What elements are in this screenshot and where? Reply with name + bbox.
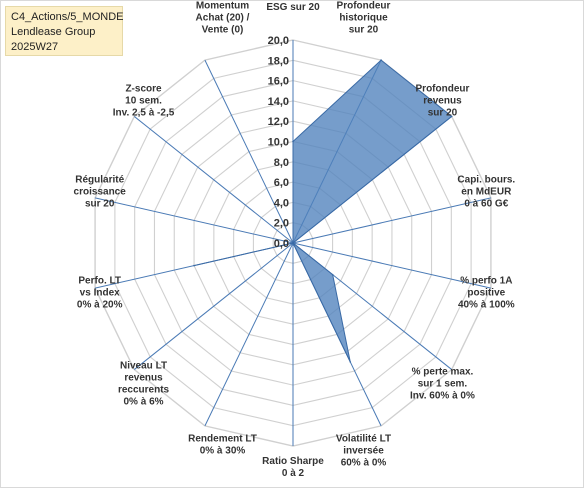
data-point-2 <box>450 115 453 118</box>
axis-label-5: % perte max. sur 1 sem. Inv. 60% à 0% <box>410 367 475 402</box>
axis-label-10-line-0: Perfo. LT <box>78 276 121 287</box>
axis-label-13-line-1: Achat (20) / <box>196 12 250 23</box>
tick-label-3: 6,0 <box>274 177 289 189</box>
spoke-9 <box>133 242 294 370</box>
axis-label-6: Volatilité LT inversée 60% à 0% <box>336 434 391 469</box>
axis-label-5-line-0: % perte max. <box>412 367 474 378</box>
axis-label-12-line-0: Z-score <box>125 83 162 94</box>
axis-label-4-line-0: % perfo 1A <box>460 276 512 287</box>
axis-label-3: Capi. bours. en MdEUR 0 à 60 G€ <box>457 174 515 209</box>
data-point-5 <box>331 273 334 276</box>
axis-label-10: Perfo. LT vs Index 0% à 20% <box>77 276 123 311</box>
data-point-13 <box>292 242 294 244</box>
axis-label-8-line-1: 0% à 30% <box>200 446 246 457</box>
axis-label-13-line-2: Vente (0) <box>202 24 244 35</box>
data-point-10 <box>193 264 195 267</box>
spoke-8 <box>204 242 294 427</box>
axis-label-0-line-1: ESG sur 20 <box>266 2 320 13</box>
axis-label-13: Momentum Achat (20) / Vente (0) <box>196 1 250 35</box>
axis-label-11-line-2: sur 20 <box>85 198 115 209</box>
tick-label-9: 18,0 <box>268 55 289 67</box>
axis-label-9-line-3: 0% à 6% <box>124 397 164 408</box>
axis-label-6-line-0: Volatilité LT <box>336 434 391 445</box>
spoke-13 <box>204 59 294 244</box>
spoke-4 <box>292 242 492 289</box>
tick-label-1: 2,0 <box>274 218 289 230</box>
axis-label-5-line-2: Inv. 60% à 0% <box>410 391 475 402</box>
axis-label-2-line-0: Profondeur <box>416 83 470 94</box>
tick-label-10: 20,0 <box>268 35 289 47</box>
data-point-6 <box>349 361 352 363</box>
axis-label-1-line-0: Profondeur <box>337 1 391 11</box>
title-line-3: 2025W27 <box>11 41 59 53</box>
axis-label-3-line-1: en MdEUR <box>461 186 512 197</box>
data-point-0 <box>292 140 294 143</box>
title-line-2: Lendlease Group <box>11 26 96 38</box>
axis-label-4-line-2: 40% à 100% <box>458 300 515 311</box>
axis-label-11: Régularité croissance sur 20 <box>74 174 127 209</box>
axis-label-9-line-1: revenus <box>124 373 163 384</box>
axis-label-7: Ratio Sharpe 0 à 2 <box>262 456 324 479</box>
data-point-1 <box>380 59 382 61</box>
axis-label-1-line-1: historique <box>339 12 388 23</box>
data-area <box>193 59 453 363</box>
spoke-12 <box>133 116 294 244</box>
axis-label-12-line-1: 10 sem. <box>125 95 162 106</box>
axis-label-7-line-1: 0 à 2 <box>282 468 305 479</box>
axis-label-9-line-0: Niveau LT <box>120 361 167 372</box>
tick-label-4: 8,0 <box>274 157 289 169</box>
axis-label-10-line-1: vs Index <box>80 288 120 299</box>
title-line-1: C4_Actions/5_MONDE <box>11 11 124 23</box>
axis-label-9: Niveau LT revenus reccurents 0% à 6% <box>118 361 170 408</box>
axis-label-11-line-1: croissance <box>74 186 127 197</box>
spoke-11 <box>94 197 294 244</box>
axis-label-1: Profondeur historique sur 20 <box>337 1 391 35</box>
axis-label-5-line-1: sur 1 sem. <box>418 379 468 390</box>
axis-label-0: NoteESG sur 20 <box>266 1 320 13</box>
axis-label-12-line-2: Inv. 2,5 à -2,5 <box>113 107 175 118</box>
tick-label-5: 10,0 <box>268 137 289 149</box>
axis-label-1-line-2: sur 20 <box>349 24 379 35</box>
axis-label-13-line-0: Momentum <box>196 1 249 11</box>
tick-label-8: 16,0 <box>268 76 289 88</box>
tick-label-7: 14,0 <box>268 96 289 108</box>
axis-label-11-line-0: Régularité <box>75 174 124 185</box>
axis-label-4: % perfo 1A positive 40% à 100% <box>458 276 515 311</box>
axis-label-3-line-2: 0 à 60 G€ <box>464 198 508 209</box>
axis-label-8: Rendement LT 0% à 30% <box>188 434 257 457</box>
axis-label-12: Z-score 10 sem. Inv. 2,5 à -2,5 <box>113 83 175 118</box>
axis-label-2-line-2: sur 20 <box>428 107 458 118</box>
axis-label-9-line-2: reccurents <box>118 385 170 396</box>
chart-title-box: C4_Actions/5_MONDE Lendlease Group 2025W… <box>5 6 124 56</box>
axis-label-2: Profondeur revenus sur 20 <box>416 83 470 118</box>
axis-label-6-line-1: inversée <box>343 446 384 457</box>
axis-label-2-line-1: revenus <box>423 95 462 106</box>
axis-label-4-line-1: positive <box>467 288 505 299</box>
tick-label-2: 4,0 <box>274 197 289 209</box>
tick-label-0: 0,0 <box>274 238 289 250</box>
axis-label-6-line-2: 60% à 0% <box>341 458 387 469</box>
axis-label-8-line-0: Rendement LT <box>188 434 257 445</box>
axis-label-7-line-0: Ratio Sharpe <box>262 456 324 467</box>
tick-label-6: 12,0 <box>268 116 289 128</box>
axis-label-3-line-0: Capi. bours. <box>457 174 515 185</box>
spoke-3 <box>292 197 492 244</box>
axis-label-10-line-2: 0% à 20% <box>77 300 123 311</box>
